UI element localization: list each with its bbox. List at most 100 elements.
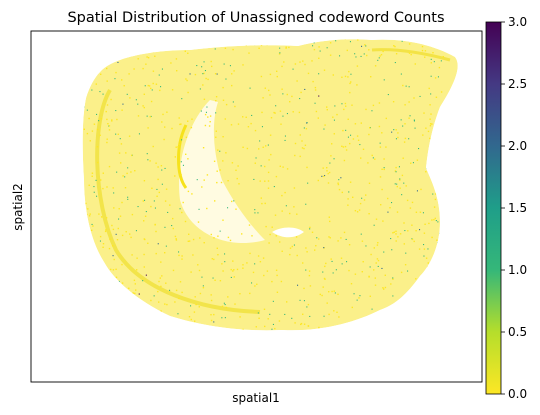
spot-point <box>283 61 285 63</box>
spot-point <box>151 89 153 91</box>
spot-point <box>143 266 145 268</box>
spot-point <box>127 167 129 169</box>
spot-point <box>392 278 394 280</box>
spot-point <box>294 322 296 324</box>
spot-point <box>248 52 250 54</box>
spot-point <box>242 267 244 269</box>
spot-point <box>134 292 136 295</box>
spot-point <box>387 197 389 200</box>
spot-point <box>115 276 118 278</box>
spot-point <box>331 260 333 262</box>
spot-point <box>360 122 362 124</box>
spot-point <box>164 167 166 169</box>
spot-point <box>122 103 124 105</box>
spot-point <box>318 95 320 97</box>
spot-point <box>301 147 304 149</box>
spot-point <box>340 257 343 259</box>
spot-point <box>264 202 266 205</box>
colorbar-tick-label: 0.5 <box>508 325 527 339</box>
spot-point <box>324 278 326 280</box>
spot-point <box>178 143 180 146</box>
spot-point <box>213 237 215 239</box>
tissue-top-strip <box>371 48 451 62</box>
spot-point <box>217 254 219 256</box>
spot-point <box>374 65 377 67</box>
colorbar-tick-label: 0.0 <box>508 387 527 401</box>
spot-point <box>195 303 197 306</box>
spot-point <box>442 56 444 58</box>
spot-point <box>352 138 355 140</box>
spot-point <box>245 116 247 118</box>
spot-point <box>361 197 363 199</box>
spot-point <box>363 199 366 201</box>
spot-point <box>148 85 151 87</box>
spot-point <box>400 73 402 75</box>
spot-point <box>390 238 392 240</box>
spot-point <box>329 54 332 56</box>
spot-point <box>323 69 326 71</box>
spot-point <box>433 219 435 221</box>
spot-point <box>414 127 416 129</box>
spot-point <box>365 194 367 196</box>
spot-point <box>365 108 367 111</box>
spot-point <box>342 146 345 148</box>
spot-point <box>278 320 281 322</box>
spot-point <box>112 187 114 189</box>
spot-point <box>95 83 97 85</box>
spot-point <box>169 289 171 291</box>
spot-point <box>124 187 127 189</box>
spot-point <box>433 206 436 208</box>
spot-point <box>434 77 437 79</box>
spot-point <box>184 50 186 52</box>
spot-point <box>251 282 253 284</box>
spot-point <box>280 123 282 125</box>
spot-point <box>136 257 138 259</box>
spot-point <box>405 85 407 87</box>
spot-point <box>130 236 132 239</box>
spot-point <box>144 199 146 201</box>
spot-point <box>91 223 93 225</box>
spot-point <box>91 130 94 132</box>
spot-point <box>298 111 301 114</box>
spot-point <box>364 44 366 46</box>
spot-point <box>412 162 414 164</box>
spot-point <box>202 285 204 287</box>
spot-point <box>160 165 163 167</box>
spot-point <box>345 238 347 240</box>
spot-point <box>345 129 347 131</box>
spot-point <box>115 71 117 74</box>
spot-point <box>295 236 298 238</box>
spot-point <box>330 155 332 157</box>
spot-point <box>299 155 301 158</box>
spot-point <box>233 269 235 271</box>
spot-point <box>225 78 227 80</box>
spot-point <box>346 49 348 52</box>
spot-point <box>246 262 248 264</box>
spot-point <box>350 73 352 75</box>
spot-point <box>349 91 351 94</box>
spot-point <box>329 237 331 239</box>
spot-point <box>166 111 168 113</box>
spot-point <box>332 74 334 76</box>
spot-point <box>311 60 313 62</box>
spot-point <box>262 257 265 259</box>
spot-point <box>169 204 171 206</box>
spot-point <box>377 265 379 267</box>
spot-point <box>385 146 387 148</box>
spot-point <box>144 238 146 241</box>
spot-point <box>296 213 298 215</box>
spot-point <box>271 328 273 330</box>
spot-point <box>369 127 371 129</box>
spot-point <box>294 63 297 65</box>
spot-point <box>144 85 146 87</box>
spot-point <box>224 304 226 306</box>
spot-point <box>378 57 380 59</box>
spot-point <box>303 323 306 325</box>
spot-point <box>223 63 225 65</box>
spot-point <box>424 223 426 225</box>
spot-point <box>269 94 271 96</box>
spot-point <box>193 311 196 313</box>
spot-point <box>96 128 99 131</box>
spot-point <box>216 181 218 184</box>
spot-point <box>373 247 375 249</box>
